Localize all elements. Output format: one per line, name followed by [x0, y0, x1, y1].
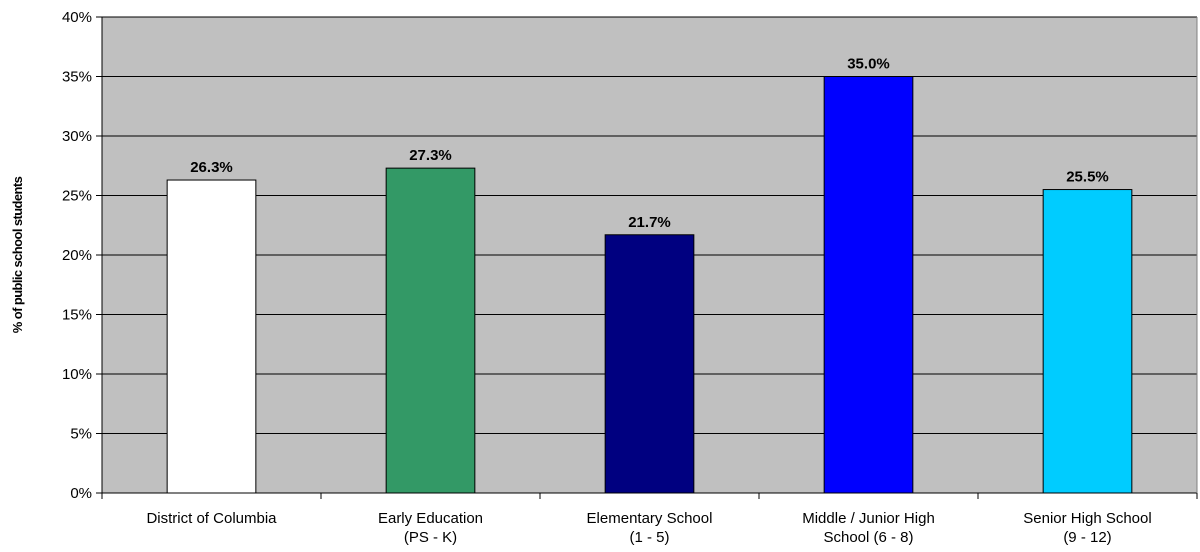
data-label: 25.5% — [1066, 169, 1109, 186]
y-tick-label: 40% — [62, 9, 92, 26]
data-label: 27.3% — [409, 147, 452, 164]
data-label: 21.7% — [628, 214, 671, 231]
x-category-label: District of Columbia — [146, 510, 277, 527]
y-tick-label: 20% — [62, 247, 92, 264]
x-category-label: (9 - 12) — [1063, 529, 1111, 546]
bar — [385, 167, 476, 494]
data-label: 35.0% — [847, 56, 890, 73]
data-label: 26.3% — [190, 159, 233, 176]
bar — [823, 76, 914, 494]
x-category-label: School (6 - 8) — [823, 529, 913, 546]
y-tick-label: 35% — [62, 69, 92, 86]
y-tick-label: 10% — [62, 366, 92, 383]
y-tick-label: 0% — [70, 485, 92, 502]
x-category-label: Early Education — [378, 510, 483, 527]
bar — [1042, 189, 1133, 494]
y-tick-label: 25% — [62, 188, 92, 205]
x-category-label: Senior High School — [1023, 510, 1151, 527]
x-category-label: Middle / Junior High — [802, 510, 935, 527]
y-axis-title: % of public school students — [10, 176, 25, 333]
y-tick-label: 15% — [62, 307, 92, 324]
y-tick-label: 30% — [62, 128, 92, 145]
bar — [604, 234, 695, 494]
x-category-label: (PS - K) — [404, 529, 457, 546]
y-tick-label: 5% — [70, 426, 92, 443]
bar — [166, 179, 257, 494]
x-category-label: Elementary School — [587, 510, 713, 527]
x-category-label: (1 - 5) — [629, 529, 669, 546]
